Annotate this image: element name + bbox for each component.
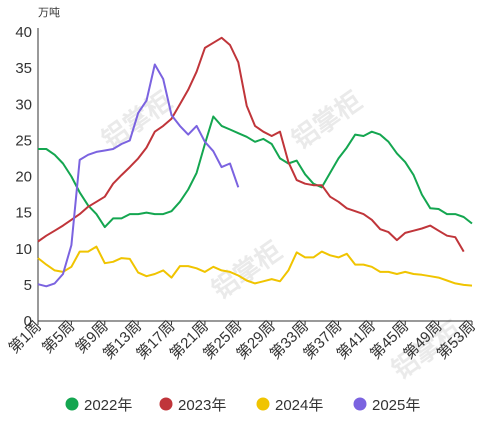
legend-marker [256,397,270,411]
legend-marker [159,397,173,411]
legend-item[interactable]: 2025年 [353,397,421,414]
legend-item[interactable]: 2022年 [65,397,133,414]
y-tick-label: 20 [15,169,32,186]
svg-text:铝掌柜: 铝掌柜 [286,86,367,155]
series-line-2024年 [37,245,473,287]
legend-label: 2024年 [275,397,323,414]
legend-item[interactable]: 2023年 [159,397,227,414]
y-tick-label: 25 [15,132,32,149]
legend-label: 2022年 [84,397,132,414]
legend: 2022年 2023年 2024年 2025年 [65,397,421,414]
series-line-2025年 [37,63,240,288]
plot-area [37,36,473,288]
y-tick-label: 0 [24,313,32,330]
y-tick-label: 40 [15,24,32,41]
y-tick-label: 30 [15,96,32,113]
legend-marker [353,397,367,411]
y-tick-label: 10 [15,241,32,258]
legend-label: 2023年 [178,397,226,414]
y-tick-label: 35 [15,60,32,77]
x-axis: 第1周第5周第9周第13周第17周第21周第25周第29周第33周第37周第41… [5,317,479,363]
x-tick-label: 第5周 [38,317,78,357]
legend-marker [65,397,79,411]
y-tick-label: 15 [15,205,32,222]
series-line-2023年 [37,36,465,253]
legend-item[interactable]: 2024年 [256,397,324,414]
svg-text:铝掌柜: 铝掌柜 [206,236,287,305]
unit-label: 万吨 [38,6,60,19]
series-line-2022年 [38,115,473,229]
legend-label: 2025年 [372,397,420,414]
y-tick-label: 5 [24,277,32,294]
y-axis: 0 5 10 15 20 25 30 35 40 [15,24,39,330]
